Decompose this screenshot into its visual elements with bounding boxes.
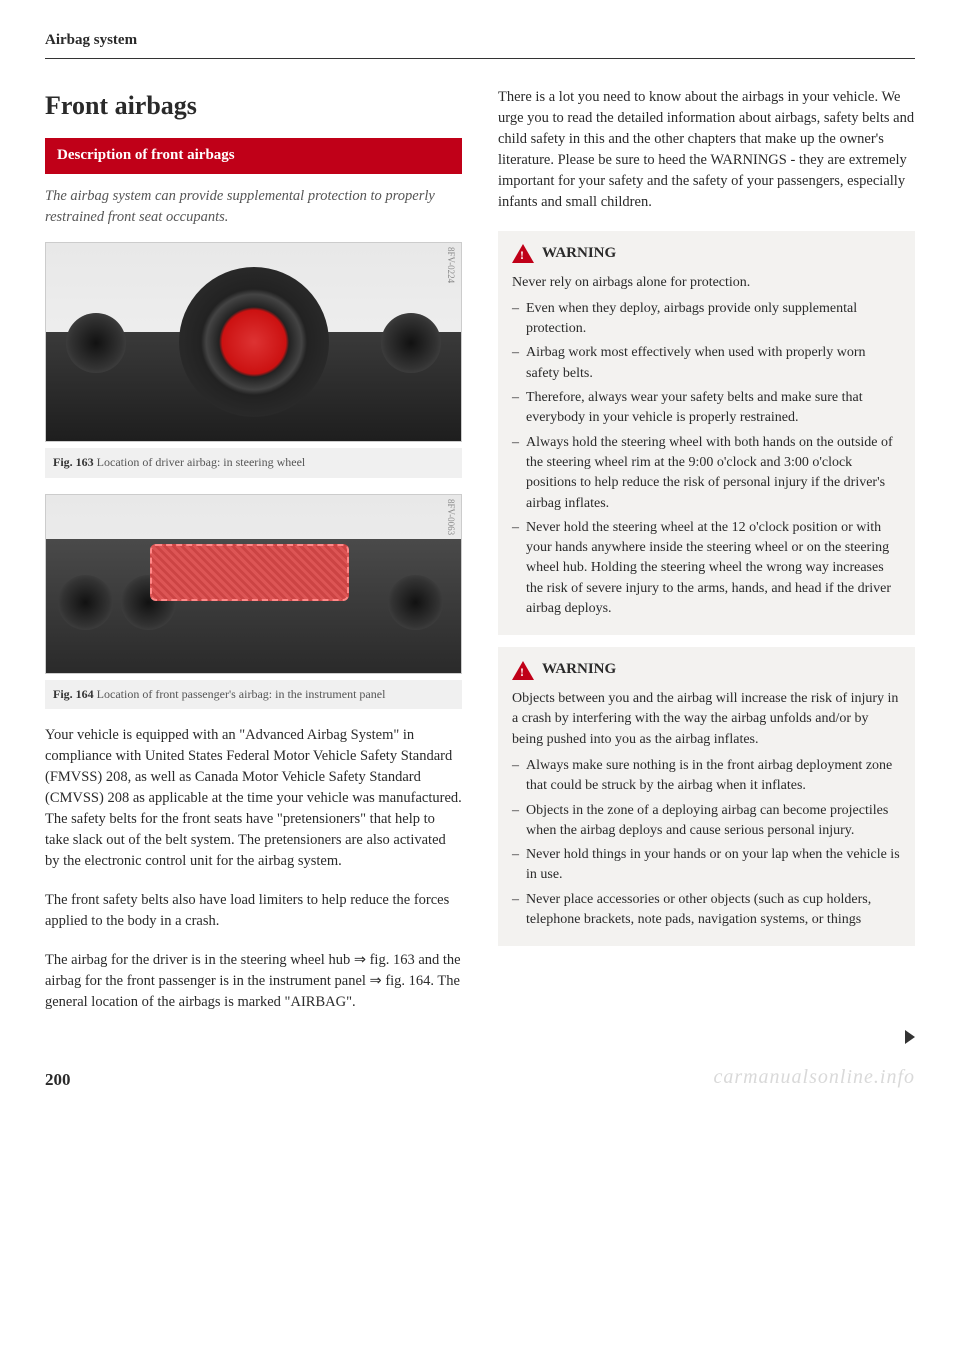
figure-163-image: 8FV-0224	[45, 242, 462, 442]
warning-lead: Objects between you and the airbag will …	[512, 689, 901, 750]
figure-code: 8FV-0224	[444, 247, 457, 283]
warning-item: –Airbag work most effectively when used …	[512, 343, 901, 384]
subsection-heading: Description of front airbags	[45, 138, 462, 174]
figure-163-caption: Fig. 163 Location of driver airbag: in s…	[45, 448, 462, 477]
caption-bold: Fig. 164	[53, 687, 94, 701]
section-title: Front airbags	[45, 87, 462, 125]
figure-163: 8FV-0224	[45, 242, 462, 442]
continuation-arrow-icon	[905, 1030, 915, 1044]
warning-triangle-icon	[512, 244, 534, 263]
lead-paragraph: The airbag system can provide supplement…	[45, 186, 462, 228]
warning-item: –Never hold the steering wheel at the 12…	[512, 518, 901, 619]
figure-code: 8FV-0063	[444, 499, 457, 535]
warning-item: –Always hold the steering wheel with bot…	[512, 433, 901, 514]
right-column: There is a lot you need to know about th…	[498, 87, 915, 1031]
body-paragraph-1: Your vehicle is equipped with an "Advanc…	[45, 725, 462, 872]
caption-bold: Fig. 163	[53, 455, 94, 469]
figure-164-caption: Fig. 164 Location of front passenger's a…	[45, 680, 462, 709]
warning-item: –Therefore, always wear your safety belt…	[512, 388, 901, 429]
warning-box-2: WARNING Objects between you and the airb…	[498, 647, 915, 946]
warning-lead: Never rely on airbags alone for protecti…	[512, 273, 901, 293]
content-columns: Front airbags Description of front airba…	[45, 87, 915, 1031]
figure-164: 8FV-0063	[45, 494, 462, 674]
body-paragraph-3: The airbag for the driver is in the stee…	[45, 950, 462, 1013]
warning-item: –Even when they deploy, airbags provide …	[512, 299, 901, 340]
warning-label: WARNING	[542, 243, 616, 265]
left-column: Front airbags Description of front airba…	[45, 87, 462, 1031]
page-footer: 200 carmanualsonline.info	[45, 1063, 915, 1092]
warning-heading: WARNING	[512, 659, 901, 681]
page-number: 200	[45, 1068, 71, 1093]
body-paragraph-4: There is a lot you need to know about th…	[498, 87, 915, 213]
warning-box-1: WARNING Never rely on airbags alone for …	[498, 231, 915, 636]
warning-item: –Never hold things in your hands or on y…	[512, 845, 901, 886]
figure-164-image: 8FV-0063	[45, 494, 462, 674]
warning-item: –Always make sure nothing is in the fron…	[512, 756, 901, 797]
warning-label: WARNING	[542, 659, 616, 681]
running-header: Airbag system	[45, 30, 915, 59]
warning-item: –Objects in the zone of a deploying airb…	[512, 801, 901, 842]
caption-text: Location of driver airbag: in steering w…	[97, 455, 306, 469]
body-paragraph-2: The front safety belts also have load li…	[45, 890, 462, 932]
warning-triangle-icon	[512, 661, 534, 680]
warning-item: –Never place accessories or other object…	[512, 890, 901, 931]
warning-heading: WARNING	[512, 243, 901, 265]
caption-text: Location of front passenger's airbag: in…	[97, 687, 386, 701]
watermark-text: carmanualsonline.info	[713, 1063, 915, 1092]
